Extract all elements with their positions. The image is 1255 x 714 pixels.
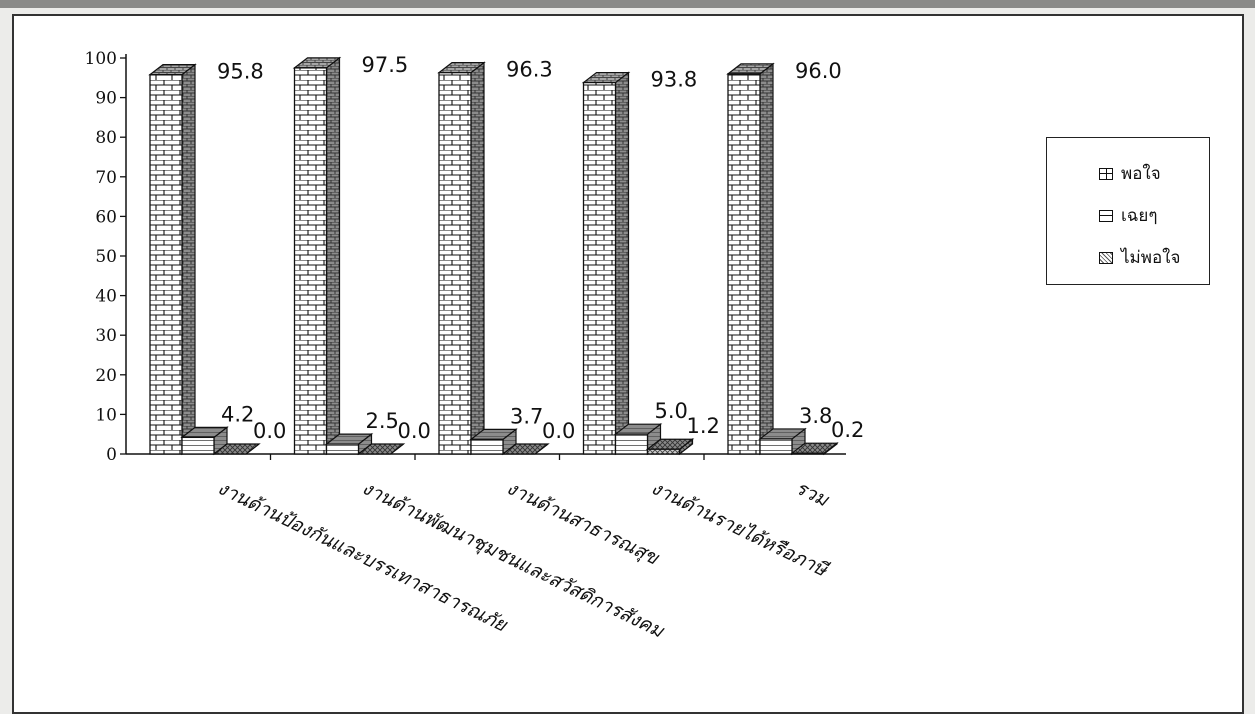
bar-dissatisfied xyxy=(356,443,406,455)
data-label-satisfied: 97.5 xyxy=(362,53,409,77)
data-label-dissatisfied: 1.2 xyxy=(687,414,720,438)
bar-front-face xyxy=(438,72,472,455)
y-tick-label: 0 xyxy=(106,445,117,465)
y-tick-label: 60 xyxy=(95,207,117,227)
bar-front-face xyxy=(791,452,825,455)
data-label-dissatisfied: 0.0 xyxy=(253,419,286,443)
bar-front-face xyxy=(582,81,617,455)
bar-neutral xyxy=(324,432,374,456)
category-label: รวม xyxy=(792,477,833,512)
y-tick-label: 100 xyxy=(85,49,117,69)
category-label: งานด้านป้องกันและบรรเทาสาธารณภัย xyxy=(214,477,512,637)
data-label-dissatisfied: 0.0 xyxy=(542,419,575,443)
bar-satisfied xyxy=(437,61,486,456)
bar-front-face xyxy=(646,448,681,455)
data-label-neutral: 5.0 xyxy=(655,399,688,423)
legend-item-neutral: เฉยๆ xyxy=(1099,202,1157,229)
bar-side-face xyxy=(181,63,196,456)
bar-top-face xyxy=(212,443,261,455)
bar-side-face xyxy=(759,62,774,456)
legend-item-dissatisfied: ไม่พอใจ xyxy=(1099,244,1180,271)
y-tick-label: 40 xyxy=(95,287,117,307)
legend-item-satisfied: พอใจ xyxy=(1099,160,1161,187)
data-label-satisfied: 93.8 xyxy=(651,68,698,92)
data-label-neutral: 2.5 xyxy=(366,409,399,433)
legend-swatch-neutral xyxy=(1099,209,1113,222)
data-label-neutral: 3.8 xyxy=(799,404,832,428)
bar-front-face xyxy=(293,67,328,455)
data-label-satisfied: 96.3 xyxy=(506,58,553,82)
bar-front-face xyxy=(325,443,360,455)
y-tick-label: 30 xyxy=(95,326,117,346)
data-labels: 95.84.20.097.52.50.096.33.70.093.85.01.2… xyxy=(217,53,864,443)
bar-side-face xyxy=(614,71,630,456)
y-tick-label: 50 xyxy=(95,247,117,267)
y-tick-label: 80 xyxy=(95,128,117,148)
bar-front-face xyxy=(759,438,793,455)
data-label-neutral: 3.7 xyxy=(510,404,543,428)
bar-neutral xyxy=(180,426,229,456)
data-label-dissatisfied: 0.2 xyxy=(831,418,864,442)
legend-label-neutral: เฉยๆ xyxy=(1121,206,1158,226)
data-label-dissatisfied: 0.0 xyxy=(398,419,431,443)
bar-front-face xyxy=(149,73,183,455)
bar-top-face xyxy=(501,443,550,455)
bar-satisfied xyxy=(292,56,342,456)
legend-label-satisfied: พอใจ xyxy=(1121,164,1161,184)
chart-legend: พอใจ เฉยๆ ไม่พอใจ xyxy=(1046,137,1210,285)
bar-satisfied xyxy=(148,63,197,456)
bar-front-face xyxy=(470,438,504,455)
bar-neutral xyxy=(758,427,807,456)
bar-front-face xyxy=(181,436,215,455)
data-label-satisfied: 96.0 xyxy=(795,59,842,83)
legend-swatch-satisfied xyxy=(1099,167,1113,180)
bar-top-face xyxy=(356,443,406,455)
bar-dissatisfied xyxy=(645,438,695,456)
legend-swatch-dissatisfied xyxy=(1099,251,1113,264)
category-label: งานด้านพัฒนาชุมชนและสวัสดิการสังคม xyxy=(359,477,669,643)
category-labels: งานด้านป้องกันและบรรเทาสาธารณภัยงานด้านพ… xyxy=(214,476,833,643)
bar-front-face xyxy=(727,73,761,455)
bar-dissatisfied xyxy=(212,443,261,455)
legend-label-dissatisfied: ไม่พอใจ xyxy=(1121,248,1181,268)
scan-top-border xyxy=(0,0,1255,8)
bar-side-face xyxy=(325,56,341,456)
data-label-satisfied: 95.8 xyxy=(217,60,264,84)
y-tick-label: 10 xyxy=(95,405,117,425)
bar-side-face xyxy=(470,61,485,456)
bar-dissatisfied xyxy=(790,441,839,456)
y-tick-label: 70 xyxy=(95,168,117,188)
y-tick-label: 90 xyxy=(95,89,117,109)
bar-front-face xyxy=(614,433,649,455)
bar-dissatisfied xyxy=(501,443,550,455)
bar-satisfied xyxy=(581,71,631,456)
bars xyxy=(148,56,839,456)
data-label-neutral: 4.2 xyxy=(221,402,254,426)
y-tick-label: 20 xyxy=(95,366,117,386)
bar-neutral xyxy=(469,428,518,456)
bar-satisfied xyxy=(726,62,775,456)
